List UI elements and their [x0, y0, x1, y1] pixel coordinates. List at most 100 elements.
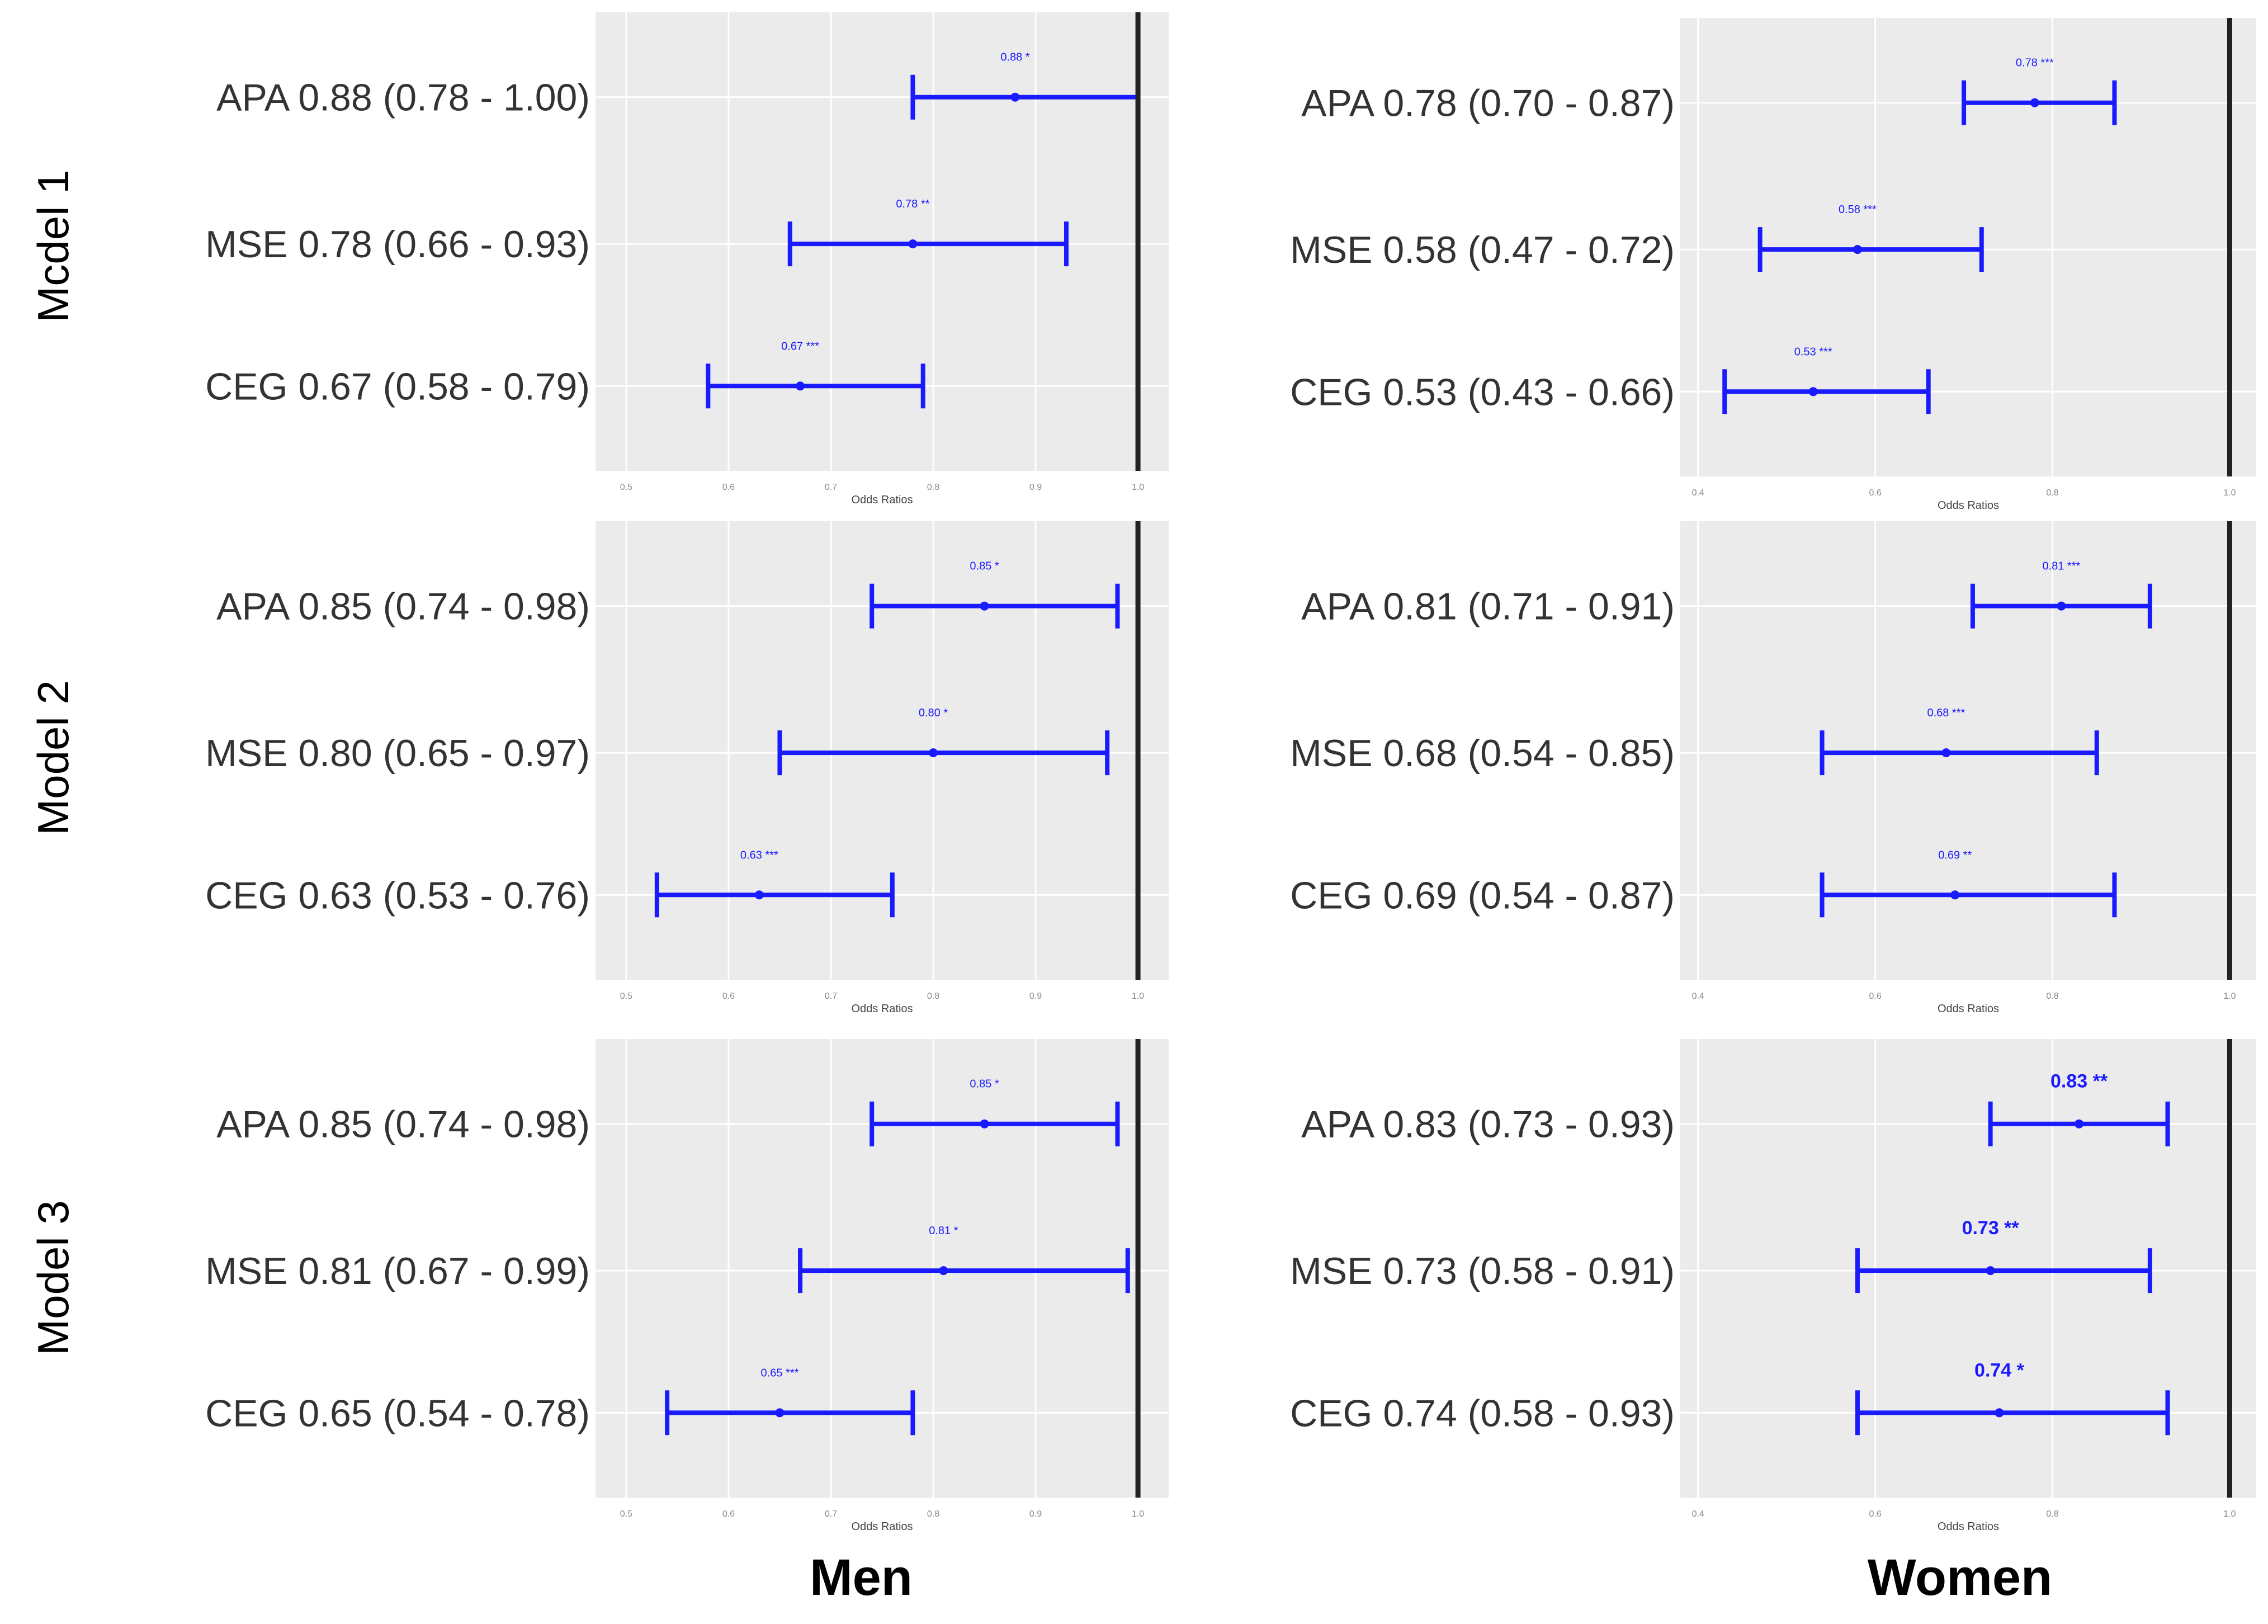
annotation-apa: 0.83 **: [2050, 1071, 2108, 1092]
point-estimate: [2057, 601, 2066, 611]
column-label-women: Women: [1868, 1549, 2053, 1606]
row-label-ceg: CEG 0.69 (0.54 - 0.87): [1290, 874, 1675, 917]
x-axis-label: Odds Ratios: [1938, 499, 1999, 512]
row-label-model-3: Model 3: [29, 1200, 78, 1356]
annotation-mse: 0.80 *: [919, 707, 948, 719]
annotation-ceg: 0.53 ***: [1794, 346, 1832, 358]
annotation-ceg: 0.69 **: [1938, 849, 1972, 861]
annotation-mse: 0.78 **: [896, 198, 929, 210]
row-label-model-1: Mcdel 1: [29, 169, 78, 322]
panel-background: [1680, 18, 2256, 476]
row-label-model-2: Model 2: [29, 680, 78, 835]
x-tick-label: 0.8: [927, 483, 939, 492]
x-tick-label: 0.4: [1692, 488, 1704, 498]
panel-background: [1680, 521, 2256, 980]
row-label-mse: MSE 0.68 (0.54 - 0.85): [1290, 732, 1675, 775]
x-tick-label: 0.9: [1029, 1509, 1042, 1519]
panel-men-model1: 0.5 0.6 0.7 0.8 0.9 1.0 Odds Ratios APA 0.88 (0…: [205, 12, 1169, 506]
x-tick-label: 0.4: [1692, 1509, 1704, 1519]
x-tick-label: 0.6: [1869, 992, 1881, 1001]
point-estimate: [980, 601, 989, 611]
x-axis-label: Odds Ratios: [851, 1521, 913, 1533]
x-tick-label: 1.0: [1132, 483, 1144, 492]
annotation-ceg: 0.65 ***: [761, 1367, 799, 1379]
annotation-mse: 0.58 ***: [1839, 204, 1877, 216]
point-estimate: [908, 239, 918, 249]
row-label-apa: APA 0.88 (0.78 - 1.00): [216, 77, 590, 119]
x-axis-label: Odds Ratios: [1938, 1521, 1999, 1533]
x-tick-label: 0.4: [1692, 992, 1704, 1001]
x-tick-label: 1.0: [1132, 992, 1144, 1001]
point-estimate: [754, 890, 764, 900]
point-estimate: [1010, 92, 1020, 102]
point-estimate: [939, 1266, 948, 1276]
point-estimate: [1808, 387, 1818, 396]
x-tick-label: 1.0: [2223, 488, 2236, 498]
x-tick-label: 0.6: [722, 1509, 735, 1519]
annotation-apa: 0.81 ***: [2042, 560, 2080, 573]
x-tick-label: 0.9: [1029, 992, 1042, 1001]
column-label-men: Men: [810, 1549, 913, 1606]
x-axis-label: Odds Ratios: [1938, 1003, 1999, 1015]
row-label-mse: MSE 0.73 (0.58 - 0.91): [1290, 1250, 1675, 1292]
panel-men-model2: 0.5 0.6 0.7 0.8 0.9 1.0 Odds Ratios APA 0.85 (0…: [205, 521, 1169, 1015]
point-estimate: [1853, 245, 1862, 254]
row-label-ceg: CEG 0.65 (0.54 - 0.78): [205, 1392, 590, 1434]
point-estimate: [2030, 98, 2039, 107]
panel-background: [1680, 1039, 2256, 1498]
row-label-apa: APA 0.85 (0.74 - 0.98): [216, 1103, 590, 1146]
panels: 0.5 0.6 0.7 0.8 0.9 1.0 Odds Ratios APA 0.88 (0…: [205, 12, 2256, 1533]
point-estimate: [929, 748, 938, 758]
row-label-mse: MSE 0.81 (0.67 - 0.99): [205, 1250, 590, 1292]
x-tick-label: 1.0: [2223, 1509, 2236, 1519]
x-tick-label: 0.8: [927, 1509, 939, 1519]
x-axis-label: Odds Ratios: [851, 1003, 913, 1015]
x-tick-label: 0.5: [620, 992, 632, 1001]
point-estimate: [775, 1408, 785, 1418]
panel-background: [596, 521, 1169, 980]
row-label-ceg: CEG 0.53 (0.43 - 0.66): [1290, 371, 1675, 413]
x-tick-label: 0.8: [2046, 1509, 2058, 1519]
point-estimate: [1950, 890, 1960, 900]
point-estimate: [1995, 1408, 2004, 1418]
row-label-apa: APA 0.78 (0.70 - 0.87): [1301, 82, 1675, 125]
annotation-apa: 0.85 *: [970, 1078, 999, 1090]
panel-women-model1: 0.4 0.6 0.8 1.0 Odds Ratios APA 0.78 (0.70 - …: [1290, 18, 2256, 512]
x-tick-label: 0.6: [722, 992, 735, 1001]
row-label-mse: MSE 0.80 (0.65 - 0.97): [205, 732, 590, 775]
x-tick-label: 0.6: [1869, 1509, 1881, 1519]
panel-background: [596, 12, 1169, 471]
point-estimate: [1986, 1266, 1995, 1276]
panel-women-model2: 0.4 0.6 0.8 1.0 Odds Ratios APA 0.81 (0.71 - …: [1290, 521, 2256, 1015]
x-tick-label: 0.7: [825, 483, 837, 492]
row-label-apa: APA 0.83 (0.73 - 0.93): [1301, 1103, 1675, 1146]
row-label-ceg: CEG 0.63 (0.53 - 0.76): [205, 874, 590, 917]
x-tick-label: 0.5: [620, 1509, 632, 1519]
row-label-ceg: CEG 0.67 (0.58 - 0.79): [205, 365, 590, 408]
annotation-mse: 0.68 ***: [1927, 707, 1965, 719]
row-label-mse: MSE 0.78 (0.66 - 0.93): [205, 223, 590, 266]
x-tick-label: 1.0: [1132, 1509, 1144, 1519]
panel-men-model3: 0.5 0.6 0.7 0.8 0.9 1.0 Odds Ratios APA 0.85 (0…: [205, 1039, 1169, 1533]
annotation-apa: 0.85 *: [970, 560, 999, 573]
x-tick-label: 0.7: [825, 1509, 837, 1519]
x-tick-label: 0.6: [722, 483, 735, 492]
annotation-ceg: 0.67 ***: [781, 340, 819, 352]
point-estimate: [1941, 748, 1951, 758]
annotation-mse: 0.81 *: [929, 1225, 958, 1237]
annotation-ceg: 0.63 ***: [740, 849, 778, 861]
point-estimate: [2075, 1119, 2084, 1129]
annotation-ceg: 0.74 *: [1974, 1359, 2025, 1381]
row-label-apa: APA 0.81 (0.71 - 0.91): [1301, 586, 1675, 628]
row-label-apa: APA 0.85 (0.74 - 0.98): [216, 586, 590, 628]
x-tick-label: 0.8: [2046, 488, 2058, 498]
row-label-ceg: CEG 0.74 (0.58 - 0.93): [1290, 1392, 1675, 1434]
x-tick-label: 0.9: [1029, 483, 1042, 492]
point-estimate: [980, 1119, 989, 1129]
x-tick-label: 1.0: [2223, 992, 2236, 1001]
point-estimate: [796, 381, 805, 391]
annotation-mse: 0.73 **: [1962, 1217, 2020, 1239]
x-tick-label: 0.8: [2046, 992, 2058, 1001]
x-axis-label: Odds Ratios: [851, 494, 913, 506]
